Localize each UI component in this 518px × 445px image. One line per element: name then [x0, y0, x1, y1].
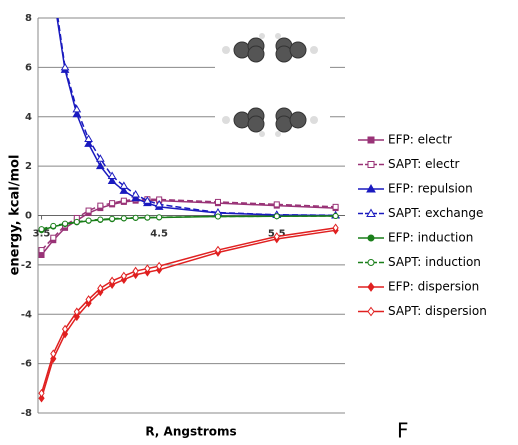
marker	[39, 227, 44, 232]
chart: energy, kcal/mol R, Angstroms F -8 -6 -4 -2…	[0, 0, 518, 441]
legend-label: SAPT: dispersion	[388, 304, 487, 318]
marker	[274, 214, 279, 219]
benzene-dimer	[215, 28, 330, 140]
legend-label: EFP: induction	[388, 231, 473, 245]
marker	[98, 217, 103, 222]
legend-label: EFP: dispersion	[388, 280, 479, 294]
legend-label: SAPT: exchange	[388, 206, 483, 220]
legend-marker	[368, 162, 374, 168]
y-tick-label: -8	[21, 408, 32, 419]
marker	[74, 219, 79, 224]
marker	[132, 191, 139, 197]
marker	[215, 214, 220, 219]
y-axis-title: energy, kcal/mol	[8, 155, 23, 276]
legend-marker	[368, 137, 374, 143]
marker	[86, 208, 91, 213]
marker	[39, 248, 44, 253]
legend-label: SAPT: induction	[388, 255, 481, 269]
marker	[110, 216, 115, 221]
legend-label: EFP: electr	[388, 133, 452, 147]
marker	[333, 204, 338, 209]
legend-marker	[368, 308, 374, 316]
y-tick-label: -4	[21, 309, 32, 320]
marker	[98, 203, 103, 208]
x-tick-label: 4.5	[150, 229, 168, 240]
marker	[97, 155, 104, 161]
marker	[157, 215, 162, 220]
legend-marker	[368, 283, 374, 291]
marker	[333, 213, 338, 218]
marker	[39, 253, 44, 258]
series-line	[42, 216, 336, 230]
marker	[51, 223, 56, 228]
marker	[133, 215, 138, 220]
marker	[274, 202, 279, 207]
legend-label: SAPT: electr	[388, 157, 460, 171]
y-tick-label: 0	[25, 211, 32, 222]
marker	[63, 221, 68, 226]
marker	[215, 199, 220, 204]
series-line	[42, 228, 336, 393]
x-axis-title: R, Angstroms	[145, 425, 236, 439]
annotation: F	[397, 419, 409, 442]
y-tick-label: 6	[25, 62, 32, 73]
marker	[121, 216, 126, 221]
series-line	[42, 216, 336, 229]
y-tick-label: 8	[25, 13, 32, 24]
y-tick-label: -2	[21, 260, 32, 271]
marker	[110, 201, 115, 206]
legend-marker	[368, 260, 374, 266]
marker	[145, 215, 150, 220]
y-tick-label: -6	[21, 359, 32, 370]
marker	[51, 235, 56, 240]
marker	[121, 198, 126, 203]
y-tick-label: 2	[25, 161, 32, 172]
marker	[86, 218, 91, 223]
legend-label: EFP: repulsion	[388, 182, 473, 196]
y-tick-label: 4	[25, 112, 32, 123]
legend-marker	[368, 235, 374, 241]
